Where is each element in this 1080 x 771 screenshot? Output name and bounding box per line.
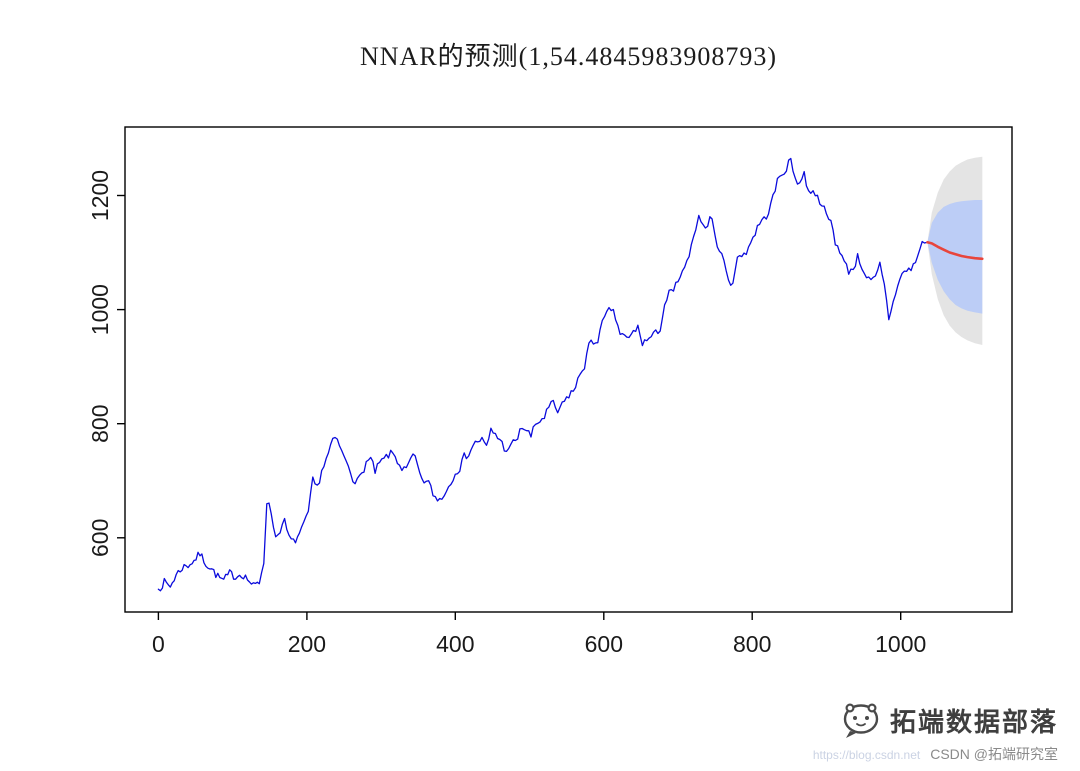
band-interval-80 [927, 200, 983, 314]
watermark: 拓端数据部落 [840, 700, 1058, 740]
watermark-credit: CSDN @拓端研究室 [930, 746, 1058, 762]
y-tick-label: 1200 [87, 170, 113, 221]
watermark-brand: 拓端数据部落 [889, 706, 1058, 737]
x-tick-label: 200 [288, 631, 326, 657]
x-tick-label: 400 [436, 631, 474, 657]
mascot-logo-icon [843, 703, 879, 738]
credit-row: https://blog.csdn.net CSDN @拓端研究室 [813, 744, 1058, 764]
y-tick-label: 1000 [87, 284, 113, 335]
x-tick-label: 1000 [875, 631, 926, 657]
x-tick-label: 0 [152, 631, 165, 657]
series-observed [157, 157, 929, 592]
watermark-url: https://blog.csdn.net [812, 748, 921, 762]
y-tick-label: 800 [87, 405, 113, 443]
plot-box [124, 126, 1013, 613]
x-tick-label: 600 [585, 631, 623, 657]
x-tick-label: 800 [733, 631, 771, 657]
y-tick-label: 600 [87, 519, 113, 557]
chart-title: NNAR的预测(1,54.4845983908793) [360, 42, 777, 71]
series-forecast-mean [926, 241, 984, 261]
